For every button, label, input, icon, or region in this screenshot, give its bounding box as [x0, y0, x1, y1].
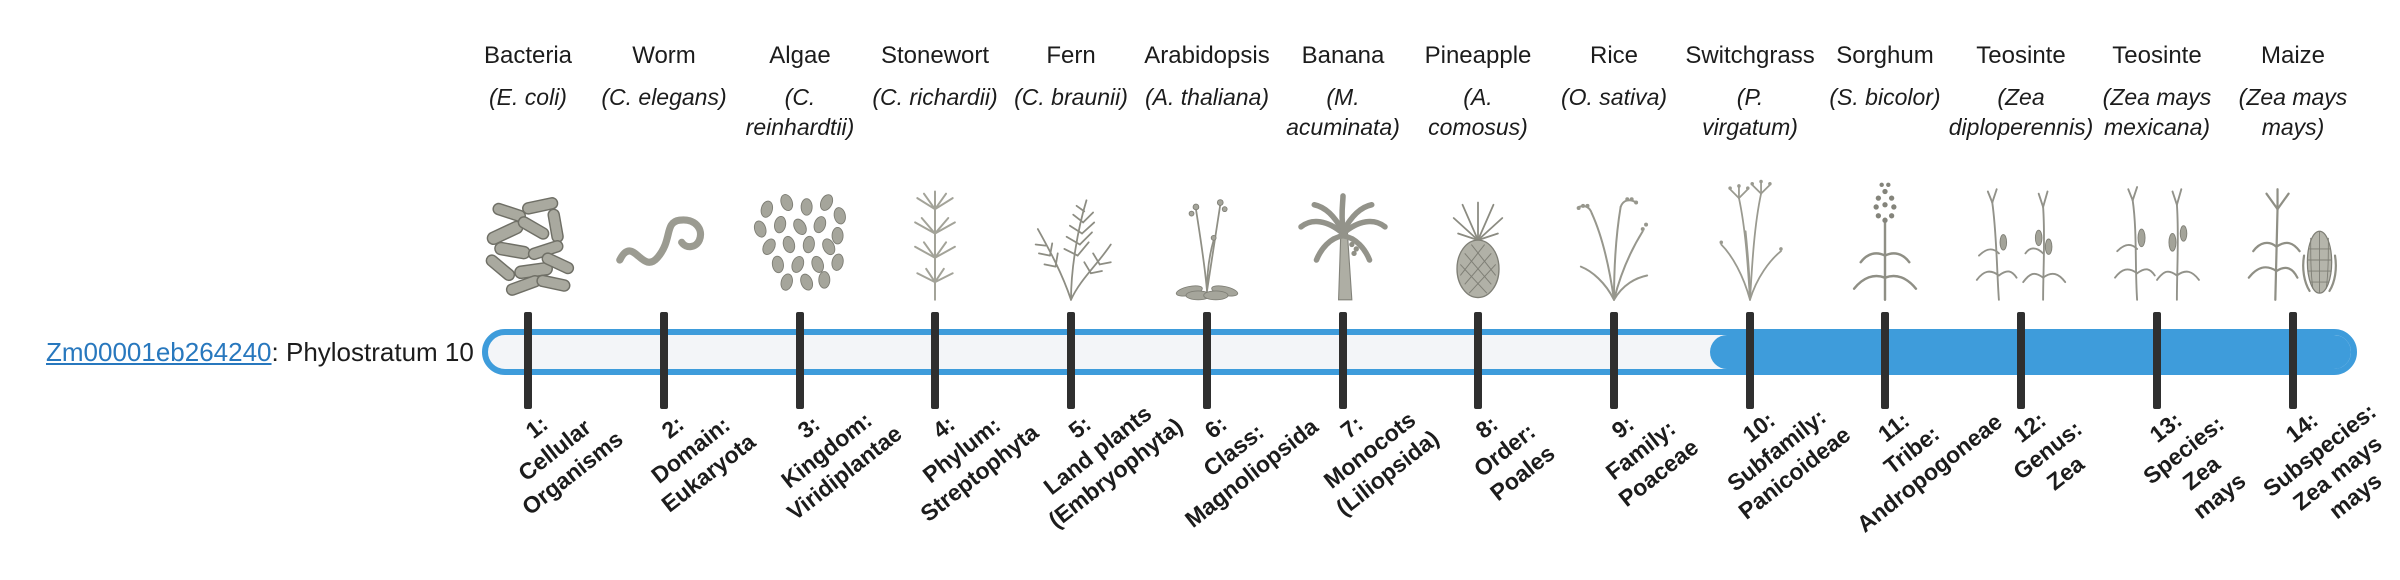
- stratum-label-2: 2: Domain: Eukaryota: [646, 410, 761, 518]
- organism-name: Stonewort: [880, 42, 990, 69]
- organism-name: Switchgrass: [1685, 42, 1815, 69]
- tick-mark-1: [524, 312, 532, 409]
- organism-column-fern: Fern (C. braunii): [982, 42, 1160, 302]
- organism-latin-name: (E. coli): [489, 84, 567, 110]
- organism-latin-name: (C. elegans): [601, 84, 727, 110]
- tick-mark-6: [1203, 312, 1211, 409]
- stratum-label-1: 1: Cellular Organisms: [513, 410, 628, 520]
- organism-name: Worm: [632, 42, 696, 69]
- fern-icon: [982, 170, 1160, 302]
- organism-name: Rice: [1589, 42, 1638, 69]
- organism-name: Sorghum: [1836, 42, 1934, 69]
- tick-mark-3: [796, 312, 804, 409]
- tick-mark-11: [1881, 312, 1889, 409]
- bacteria-icon: [439, 170, 617, 302]
- maize-icon: [2204, 170, 2382, 302]
- tick-mark-4: [931, 312, 939, 409]
- tick-mark-5: [1067, 312, 1075, 409]
- stonewort-icon: [846, 170, 1024, 302]
- organism-name: Bacteria: [483, 42, 573, 69]
- teosinte-mexicana-icon: [2068, 170, 2246, 302]
- tick-mark-14: [2289, 312, 2297, 409]
- worm-icon: [575, 170, 753, 302]
- tick-mark-10: [1746, 312, 1754, 409]
- stratum-label-14: 14: Subspecies: Zea mays mays: [2258, 397, 2387, 524]
- phylostratum-bar: [482, 329, 2357, 375]
- organism-latin-name: (O. sativa): [1560, 84, 1668, 110]
- organism-name: Banana: [1301, 42, 1385, 69]
- organism-column-stonewort: Stonewort (C. richardii): [846, 42, 1024, 302]
- phylostratum-bar-fill: [1710, 335, 2351, 369]
- algae-icon: [711, 170, 889, 302]
- organism-latin-name: (P. virgatum): [1702, 84, 1798, 141]
- organism-column-switchgrass: Switchgrass (P. virgatum): [1661, 42, 1839, 302]
- sorghum-icon: [1796, 170, 1974, 302]
- organism-name: Algae: [769, 42, 831, 69]
- organism-name: Pineapple: [1424, 42, 1532, 69]
- organism-latin-name: (Zea mays mexicana): [2102, 84, 2212, 141]
- organism-name: Teosinte: [2112, 42, 2202, 69]
- teosinte-diploperennis-icon: [1932, 170, 2110, 302]
- stratum-label-4: 4: Phylum: Streptophyta: [915, 410, 1044, 527]
- banana-icon: [1254, 170, 1432, 302]
- organism-latin-name: (S. bicolor): [1829, 84, 1941, 110]
- tick-mark-9: [1610, 312, 1618, 409]
- stratum-label-9: 9: Family: Poaceae: [1600, 410, 1704, 512]
- tick-mark-8: [1474, 312, 1482, 409]
- organism-latin-name: (Zea diploperennis): [1948, 84, 2094, 141]
- organism-column-teosinte-mexicana: Teosinte (Zea mays mexicana): [2068, 42, 2246, 302]
- stratum-label-12: 12: Genus: Zea: [2008, 406, 2089, 496]
- arabidopsis-icon: [1118, 170, 1296, 302]
- organism-latin-name: (A. comosus): [1428, 84, 1528, 141]
- organism-latin-name: (M. acuminata): [1286, 84, 1400, 141]
- organism-column-pineapple: Pineapple (A. comosus): [1389, 42, 1567, 302]
- organism-column-worm: Worm (C. elegans): [575, 42, 753, 302]
- organism-column-bacteria: Bacteria (E. coli): [439, 42, 617, 302]
- organism-latin-name: (C. richardii): [872, 84, 998, 110]
- organism-column-teosinte-diploperennis: Teosinte (Zea diploperennis): [1932, 42, 2110, 302]
- organism-name: Maize: [2260, 42, 2326, 69]
- organism-latin-name: (C. braunii): [1014, 84, 1128, 110]
- stratum-label-3: 3: Kingdom: Viridiplantae: [776, 406, 907, 526]
- organism-column-banana: Banana (M. acuminata): [1254, 42, 1432, 302]
- organism-latin-name: (Zea mays mays): [2238, 84, 2348, 141]
- rice-icon: [1525, 170, 1703, 302]
- organism-column-sorghum: Sorghum (S. bicolor): [1796, 42, 1974, 302]
- tick-mark-2: [660, 312, 668, 409]
- tick-mark-12: [2017, 312, 2025, 409]
- organism-name: Fern: [1046, 42, 1096, 69]
- organism-column-maize: Maize (Zea mays mays): [2204, 42, 2382, 302]
- organism-latin-name: (C. reinhardtii): [745, 84, 855, 141]
- organism-name: Arabidopsis: [1144, 42, 1270, 69]
- switchgrass-icon: [1661, 170, 1839, 302]
- stratum-label-8: 8: Order: Poales: [1468, 410, 1560, 506]
- stratum-label-10: 10: Subfamily: Panicoideae: [1722, 403, 1856, 525]
- organism-column-algae: Algae (C. reinhardtii): [711, 42, 889, 302]
- tick-mark-13: [2153, 312, 2161, 409]
- organism-latin-name: (A. thaliana): [1144, 84, 1269, 110]
- tick-mark-7: [1339, 312, 1347, 409]
- stratum-label-7: 7: Monocots (Liliopsida): [1318, 406, 1444, 521]
- organism-name: Teosinte: [1976, 42, 2066, 69]
- pineapple-icon: [1389, 170, 1567, 302]
- organism-column-rice: Rice (O. sativa): [1525, 42, 1703, 302]
- gene-id-link[interactable]: Zm00001eb264240: [46, 337, 272, 367]
- stratum-label-11: 11: Tribe: Andropogoneae: [1851, 406, 2007, 538]
- stratum-label-6: 6: Class: Magnoliopsida: [1179, 410, 1323, 533]
- caption-suffix: : Phylostratum 10: [271, 337, 474, 367]
- figure-caption: Zm00001eb264240: Phylostratum 10: [46, 337, 474, 368]
- organism-column-arabidopsis: Arabidopsis (A. thaliana): [1118, 42, 1296, 302]
